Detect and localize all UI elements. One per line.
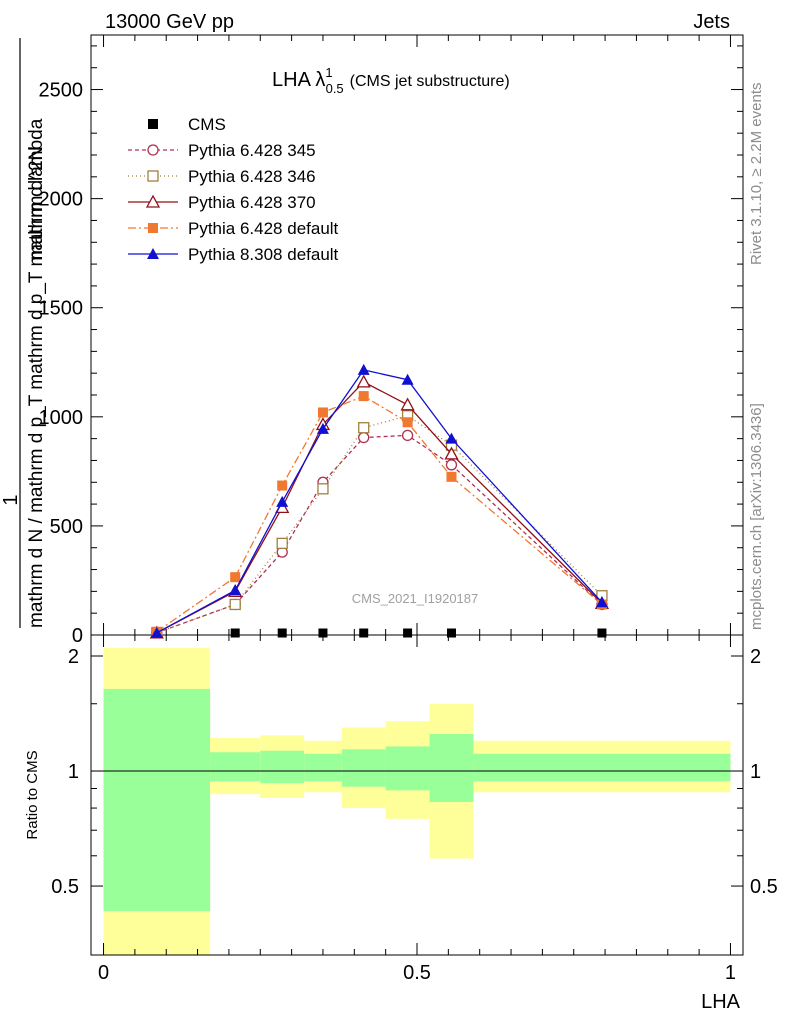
mc-point (276, 537, 288, 550)
ratio-tick-label-right: 2 (750, 646, 761, 668)
header-left: 13000 GeV pp (105, 11, 234, 33)
ratio-band-inner (385, 746, 430, 791)
mc-point (401, 373, 414, 385)
ratio-band-inner (473, 753, 731, 782)
mc-point (595, 596, 608, 608)
mc-point (317, 407, 328, 418)
mc-point (229, 584, 242, 596)
legend-label: Pythia 6.428 370 (188, 193, 316, 212)
ratio-tick-label: 0.5 (51, 876, 79, 898)
ratio-tick-label: 1 (68, 761, 79, 783)
chart-title-sup: 1 (325, 65, 332, 80)
ratio-bands (103, 647, 731, 955)
mc-point (277, 480, 288, 491)
data-point (597, 628, 607, 638)
y-tick-label: 2500 (39, 80, 84, 102)
header-right: Jets (693, 11, 730, 33)
side-version: Rivet 3.1.10, ≥ 2.2M events (748, 83, 765, 266)
mc-point (401, 429, 414, 442)
ratio-band-inner (304, 753, 342, 782)
series-5 (150, 363, 608, 638)
legend-label: Pythia 8.308 default (188, 245, 339, 264)
mc-point (316, 422, 329, 434)
data-point (277, 628, 287, 638)
mc-point (230, 572, 241, 583)
mc-point (402, 417, 413, 428)
side-source: mcplots.cern.ch [arXiv:1306.3436] (748, 403, 765, 630)
mc-point (357, 363, 370, 375)
legend: CMS Pythia 6.428 345 Pythia 6.428 346 Pythi… (128, 115, 339, 264)
data-point (359, 628, 369, 638)
legend-marker (148, 223, 158, 233)
data-point (230, 628, 240, 638)
y-tick-label: 1500 (39, 298, 84, 320)
ratio-band-inner (341, 749, 386, 787)
mc-point (276, 495, 289, 507)
legend-marker (147, 144, 159, 156)
ylabel-ratio: Ratio to CMS (24, 750, 41, 839)
ratio-tick-label-right: 1 (750, 761, 761, 783)
chart-title-main: LHA λ (272, 69, 325, 91)
series-0 (152, 628, 607, 638)
data-point (403, 628, 413, 638)
x-tick-label: 1 (725, 962, 736, 984)
legend-marker (145, 194, 161, 208)
chart-title: LHA λ1 0.5 (CMS jet substructure) (272, 65, 510, 96)
ylabel-main: mathrm d N / mathrm d p_T mathrm d p_T m… (26, 118, 47, 628)
x-tick-label: 0.5 (403, 962, 431, 984)
mc-point (317, 483, 329, 495)
watermark: CMS_2021_I1920187 (352, 591, 479, 606)
legend-label: Pythia 6.428 345 (188, 141, 316, 160)
mc-point (444, 446, 459, 460)
mc-point (356, 374, 371, 388)
xlabel: LHA (701, 991, 741, 1013)
chart-subtitle: (CMS jet substructure) (350, 73, 510, 90)
ratio-band-inner (260, 750, 305, 784)
legend-marker (147, 248, 159, 259)
ylabel-numerator: mathrm d^2N (26, 147, 47, 260)
ratio-band-inner (103, 688, 211, 912)
data-point (446, 628, 456, 638)
ratio-tick-label-right: 0.5 (750, 876, 778, 898)
mc-point (358, 422, 370, 434)
series-line (156, 381, 603, 634)
mc-point (229, 598, 241, 611)
y-tick-label: 2000 (39, 189, 84, 211)
legend-label: Pythia 6.428 346 (188, 167, 316, 186)
series-line (156, 369, 603, 634)
mc-point (358, 391, 369, 402)
y-tick-label: 500 (50, 516, 83, 538)
ylabel-top: 1 (0, 494, 22, 505)
legend-marker (147, 170, 159, 182)
y-tick-label: 1000 (39, 407, 84, 429)
mc-point (445, 459, 458, 471)
x-tick-label: 0 (98, 962, 109, 984)
legend-label: CMS (188, 115, 226, 134)
mc-point (446, 471, 457, 482)
ratio-tick-label: 2 (68, 646, 79, 668)
legend-label: Pythia 6.428 default (188, 219, 339, 238)
mc-point (358, 431, 370, 444)
series-line (156, 395, 603, 633)
ratio-band-inner (210, 752, 261, 782)
series-line (156, 415, 603, 634)
legend-marker (148, 119, 158, 129)
mc-point (445, 432, 458, 444)
data-point (318, 628, 328, 638)
mc-point (400, 397, 415, 411)
series-layer (149, 363, 610, 639)
y-tick-label: 0 (72, 625, 83, 647)
mc-point (150, 626, 163, 638)
ratio-band-inner (429, 734, 474, 802)
chart-title-sub: 0.5 (326, 81, 344, 96)
